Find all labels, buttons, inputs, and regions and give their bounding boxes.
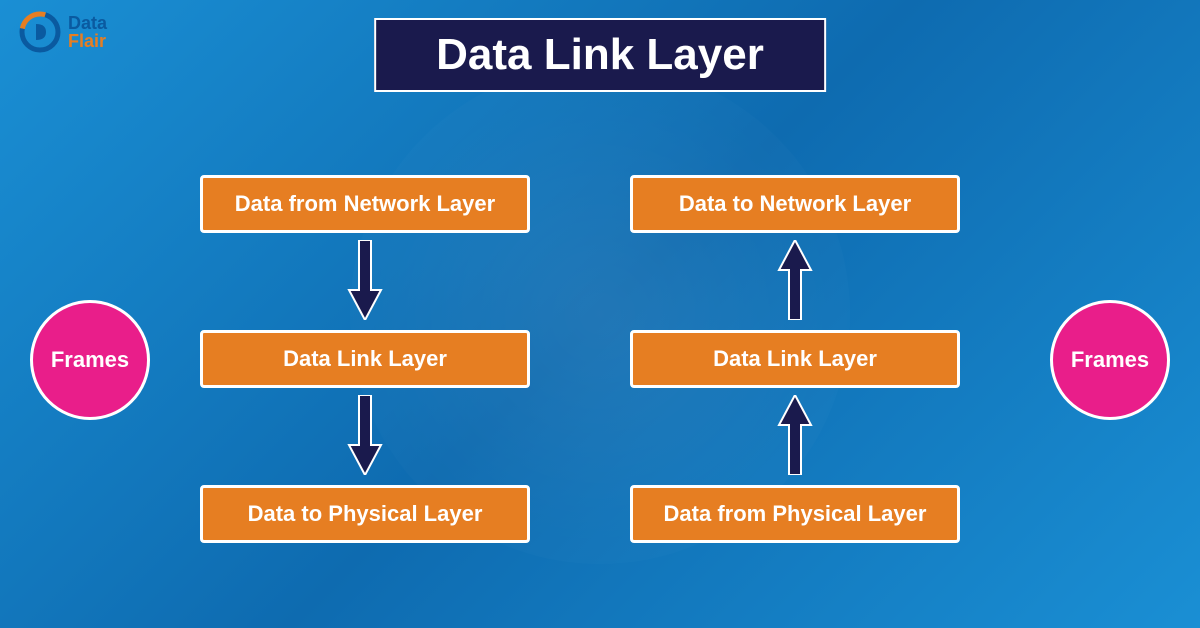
logo-text: Data Flair (68, 14, 107, 50)
arrow-right-2-up-icon (775, 395, 815, 475)
box-left-middle: Data Link Layer (200, 330, 530, 388)
frames-label-right: Frames (1071, 347, 1149, 373)
box-left-bottom-label: Data to Physical Layer (248, 501, 483, 527)
frames-circle-right: Frames (1050, 300, 1170, 420)
box-right-top: Data to Network Layer (630, 175, 960, 233)
arrow-left-1-down-icon (345, 240, 385, 320)
frames-label-left: Frames (51, 347, 129, 373)
box-right-middle: Data Link Layer (630, 330, 960, 388)
box-left-middle-label: Data Link Layer (283, 346, 447, 372)
frames-circle-left: Frames (30, 300, 150, 420)
box-left-top-label: Data from Network Layer (235, 191, 495, 217)
title-banner: Data Link Layer (374, 18, 826, 92)
box-left-bottom: Data to Physical Layer (200, 485, 530, 543)
box-right-top-label: Data to Network Layer (679, 191, 911, 217)
arrow-right-1-up-icon (775, 240, 815, 320)
logo-line1: Data (68, 14, 107, 32)
logo-icon (18, 10, 62, 54)
arrow-left-2-down-icon (345, 395, 385, 475)
box-right-bottom: Data from Physical Layer (630, 485, 960, 543)
box-right-bottom-label: Data from Physical Layer (664, 501, 927, 527)
logo: Data Flair (18, 10, 107, 54)
logo-line2: Flair (68, 32, 107, 50)
box-right-middle-label: Data Link Layer (713, 346, 877, 372)
box-left-top: Data from Network Layer (200, 175, 530, 233)
